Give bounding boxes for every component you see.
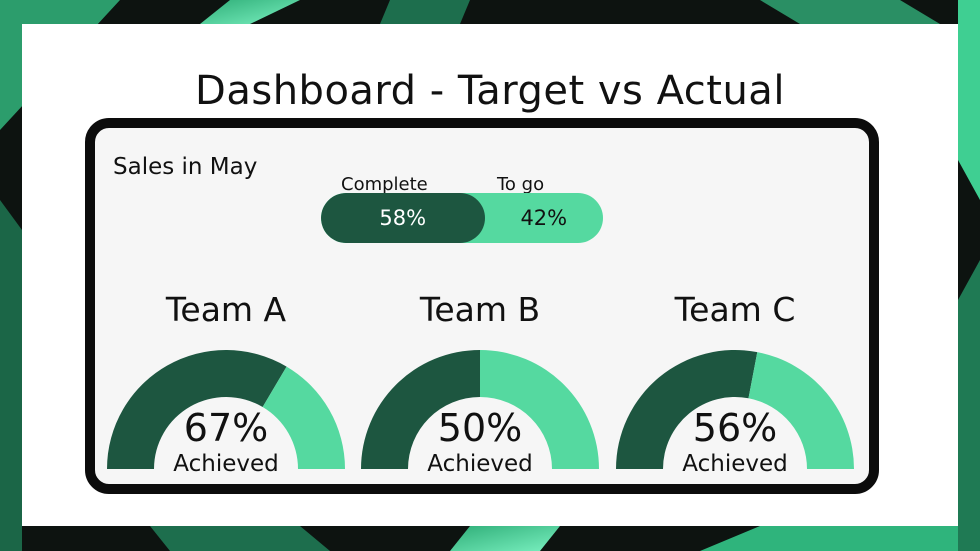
gauge-remaining-segment [748, 352, 854, 469]
team-gauge-a: Team A 67% Achieved [107, 274, 345, 477]
gauge-achieved-segment [107, 350, 287, 469]
progress-complete-fill [321, 193, 485, 243]
gauge-caption: Achieved [173, 451, 279, 477]
gauge-remaining-segment [262, 366, 345, 469]
team-gauge-c: Team C 56% Achieved [616, 274, 854, 477]
gauge-percent: 50% [437, 406, 523, 450]
slide: Dashboard - Target vs Actual Sales in Ma… [22, 24, 958, 526]
team-gauge-b: Team B 50% Achieved [361, 274, 599, 477]
team-name: Team A [165, 290, 287, 329]
gauge-percent: 56% [692, 406, 778, 450]
gauge-caption: Achieved [682, 451, 788, 477]
gauge-percent: 67% [183, 406, 269, 450]
gauge-chart [361, 350, 599, 469]
togo-pct: 42% [520, 206, 568, 230]
gauge-achieved-segment [361, 350, 480, 469]
gauge-chart [107, 350, 345, 469]
complete-pct: 58% [379, 206, 427, 230]
complete-label: Complete [341, 174, 428, 195]
page-title: Dashboard - Target vs Actual [195, 68, 785, 114]
dashboard-panel: Sales in May Complete To go 58% 42% Team… [85, 118, 879, 494]
togo-label: To go [497, 174, 545, 195]
team-name: Team C [674, 290, 796, 329]
sales-progress-bar: 58% 42% [321, 193, 603, 243]
team-name: Team B [419, 290, 541, 329]
gauge-caption: Achieved [427, 451, 533, 477]
gauge-chart [616, 350, 854, 469]
gauge-achieved-segment [616, 350, 758, 469]
gauge-remaining-segment [480, 350, 599, 469]
sales-label: Sales in May [113, 154, 258, 180]
